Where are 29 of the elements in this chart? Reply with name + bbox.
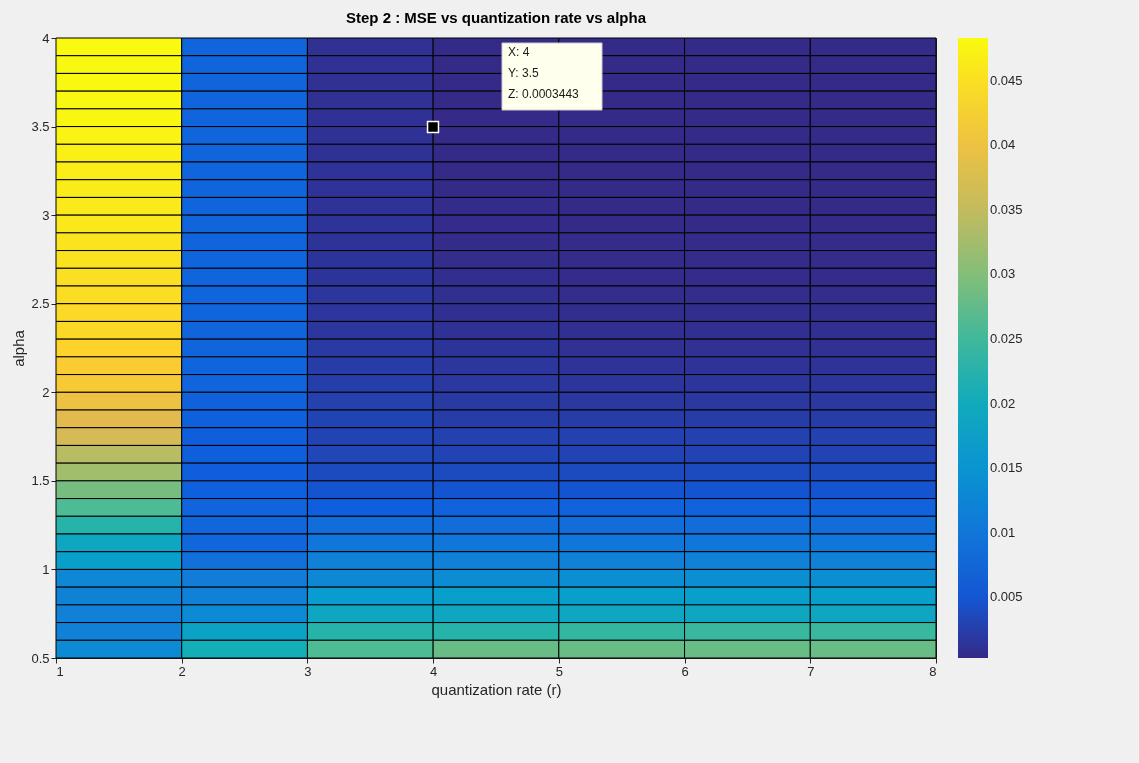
color-bar-label: 0.01 xyxy=(990,524,1016,540)
annotation: X: 4 Y: 3.5 Z: 0.0003443 xyxy=(508,45,580,101)
chart-title: Step 2 : MSE vs quantization rate vs alpha xyxy=(345,9,647,26)
y-tick-label: 3 xyxy=(42,207,50,223)
color-bar-label: 0.04 xyxy=(990,137,1016,153)
color-bar-label: 0.035 xyxy=(990,201,1023,217)
color-bar-label: 0.005 xyxy=(990,589,1023,605)
x-tick-label: 6 xyxy=(681,663,689,679)
y-tick-label: 0.5 xyxy=(31,650,50,666)
y-tick-label: 3.5 xyxy=(31,119,50,135)
x-tick-label: 8 xyxy=(929,663,937,679)
x-tick-label: 3 xyxy=(304,663,312,679)
y-tick-label: 2 xyxy=(42,384,50,400)
x-tick-label: 5 xyxy=(555,663,563,679)
color-bar-label: 0.045 xyxy=(990,72,1023,88)
color-bar-label: 0.015 xyxy=(990,460,1023,476)
y-axis-title: alpha xyxy=(10,329,28,367)
y-tick-label: 4 xyxy=(42,30,50,46)
y-tick-label: 2.5 xyxy=(31,296,50,312)
y-tick-label: 1 xyxy=(42,561,50,577)
x-axis-title: quantization rate (r) xyxy=(431,680,562,698)
color-bar-label: 0.02 xyxy=(990,395,1016,411)
x-tick-label: 4 xyxy=(430,663,438,679)
y-tick-label: 1.5 xyxy=(31,473,50,489)
color-bar-label: 0.03 xyxy=(990,266,1016,282)
color-bar-label: 0.025 xyxy=(990,330,1023,346)
x-tick-label: 2 xyxy=(178,663,186,679)
x-tick-label: 7 xyxy=(807,663,815,679)
x-tick-label: 1 xyxy=(56,663,64,679)
